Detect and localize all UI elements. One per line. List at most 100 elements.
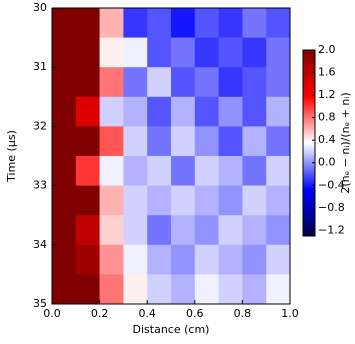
x-tick-label: 0.2 xyxy=(91,307,109,320)
heatmap-cell xyxy=(147,97,171,127)
heatmap-cell xyxy=(147,156,171,186)
heatmap-cell xyxy=(100,186,124,216)
x-axis-label: Distance (cm) xyxy=(133,323,210,336)
heatmap-cell xyxy=(171,67,195,97)
heatmap-cell xyxy=(242,186,266,216)
heatmap-cell xyxy=(171,215,195,245)
heatmap-cell xyxy=(147,186,171,216)
heatmap-cell xyxy=(242,38,266,68)
heatmap-cell xyxy=(266,245,290,275)
heatmap-cell xyxy=(100,245,124,275)
heatmap-cell xyxy=(100,126,124,156)
heatmap-cell xyxy=(76,8,100,38)
heatmap-cell xyxy=(266,215,290,245)
heatmap-cell xyxy=(195,67,219,97)
heatmap-cell xyxy=(52,156,76,186)
heatmap-cell xyxy=(195,245,219,275)
heatmap-cell xyxy=(147,67,171,97)
y-tick-label: 30 xyxy=(33,1,47,14)
heatmap-cell xyxy=(76,126,100,156)
heatmap-cell xyxy=(266,274,290,304)
heatmap-cell xyxy=(147,38,171,68)
heatmap-cell xyxy=(52,67,76,97)
heatmap-cell xyxy=(100,8,124,38)
heatmap-cell xyxy=(195,38,219,68)
x-tick-label: 1.0 xyxy=(281,307,299,320)
heatmap-cell xyxy=(147,8,171,38)
colorbar-tick-label: −0.8 xyxy=(318,201,345,214)
heatmap-cell xyxy=(219,97,243,127)
colorbar-tick-label: 1.2 xyxy=(318,88,336,101)
heatmap-cell xyxy=(76,67,100,97)
heatmap-cell xyxy=(266,8,290,38)
heatmap-cell xyxy=(266,97,290,127)
heatmap-cell xyxy=(219,274,243,304)
heatmap-cell xyxy=(76,156,100,186)
heatmap-cell xyxy=(100,274,124,304)
y-tick-label: 35 xyxy=(33,297,47,310)
heatmap-cell xyxy=(171,245,195,275)
heatmap-cell xyxy=(242,126,266,156)
heatmap-cell xyxy=(76,215,100,245)
heatmap-cell xyxy=(100,156,124,186)
heatmap-cell xyxy=(123,8,147,38)
heatmap-cell xyxy=(100,215,124,245)
heatmap-cell xyxy=(123,126,147,156)
heatmap-cell xyxy=(52,186,76,216)
heatmap-cell xyxy=(219,67,243,97)
heatmap-cell xyxy=(100,97,124,127)
heatmap-cell xyxy=(123,274,147,304)
heatmap-cell xyxy=(171,186,195,216)
colorbar-tick-label: −1.2 xyxy=(318,223,345,236)
heatmap-cell xyxy=(147,274,171,304)
heatmap-cell xyxy=(147,215,171,245)
heatmap-cell xyxy=(219,215,243,245)
heatmap-cell xyxy=(266,126,290,156)
heatmap-cell xyxy=(195,8,219,38)
heatmap-cell xyxy=(266,38,290,68)
heatmap-cell xyxy=(100,38,124,68)
heatmap-cell xyxy=(76,97,100,127)
y-tick-label: 32 xyxy=(33,119,47,132)
heatmap-cell xyxy=(76,186,100,216)
heatmap-cell xyxy=(123,156,147,186)
y-tick-label: 34 xyxy=(33,238,47,251)
heatmap-cell xyxy=(76,274,100,304)
heatmap-cell xyxy=(147,245,171,275)
heatmap-cell xyxy=(52,38,76,68)
heatmap-cell xyxy=(242,67,266,97)
colorbar-tick-label: 0.0 xyxy=(318,156,336,169)
heatmap-cell xyxy=(219,245,243,275)
colorbar-tick-label: 1.6 xyxy=(318,66,336,79)
heatmap-cell xyxy=(147,126,171,156)
heatmap-cell xyxy=(195,156,219,186)
heatmap-cell xyxy=(171,126,195,156)
y-axis-label: Time (μs) xyxy=(5,130,18,183)
heatmap-cell xyxy=(242,215,266,245)
colorbar-tick-label: 0.8 xyxy=(318,111,336,124)
heatmap-cell xyxy=(219,8,243,38)
heatmap-cell xyxy=(76,38,100,68)
heatmap-cell xyxy=(219,186,243,216)
x-tick-label: 0.8 xyxy=(234,307,252,320)
heatmap-cell xyxy=(171,97,195,127)
heatmap-cell xyxy=(52,274,76,304)
heatmap-cell xyxy=(242,245,266,275)
heatmap-cell xyxy=(123,186,147,216)
heatmap-cell xyxy=(100,67,124,97)
heatmap-cell xyxy=(171,38,195,68)
heatmap-cell xyxy=(52,8,76,38)
y-tick-label: 31 xyxy=(33,60,47,73)
heatmap-cell xyxy=(195,186,219,216)
heatmap-cell xyxy=(219,38,243,68)
heatmap-cell xyxy=(219,156,243,186)
heatmap-cell xyxy=(123,38,147,68)
heatmap-cell xyxy=(242,156,266,186)
heatmap-cell xyxy=(52,97,76,127)
heatmap-cell xyxy=(242,8,266,38)
x-tick-label: 0.4 xyxy=(138,307,156,320)
y-tick-label: 33 xyxy=(33,179,47,192)
heatmap-cell xyxy=(195,215,219,245)
heatmap-cell xyxy=(195,126,219,156)
